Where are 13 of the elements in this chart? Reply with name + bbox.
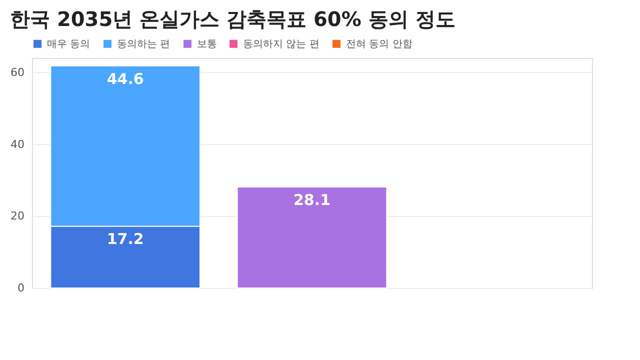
legend-label: 동의하지 않는 편 [243,38,320,50]
data-label: 44.6 [106,70,144,88]
legend-label: 보통 [197,38,217,50]
legend-label: 전혀 동의 안함 [346,38,412,50]
chart-title: 한국 2035년 온실가스 감축목표 60% 동의 정도 [10,7,456,31]
legend-label: 동의하는 편 [117,38,170,50]
y-tick-label: 0 [18,282,24,294]
data-label: 28.1 [293,191,331,210]
legend-label: 매우 동의 [47,38,90,50]
y-tick-label: 40 [10,138,24,151]
data-label: 17.2 [106,230,144,248]
y-tick-label: 60 [10,66,24,79]
y-tick-label: 20 [10,210,24,223]
